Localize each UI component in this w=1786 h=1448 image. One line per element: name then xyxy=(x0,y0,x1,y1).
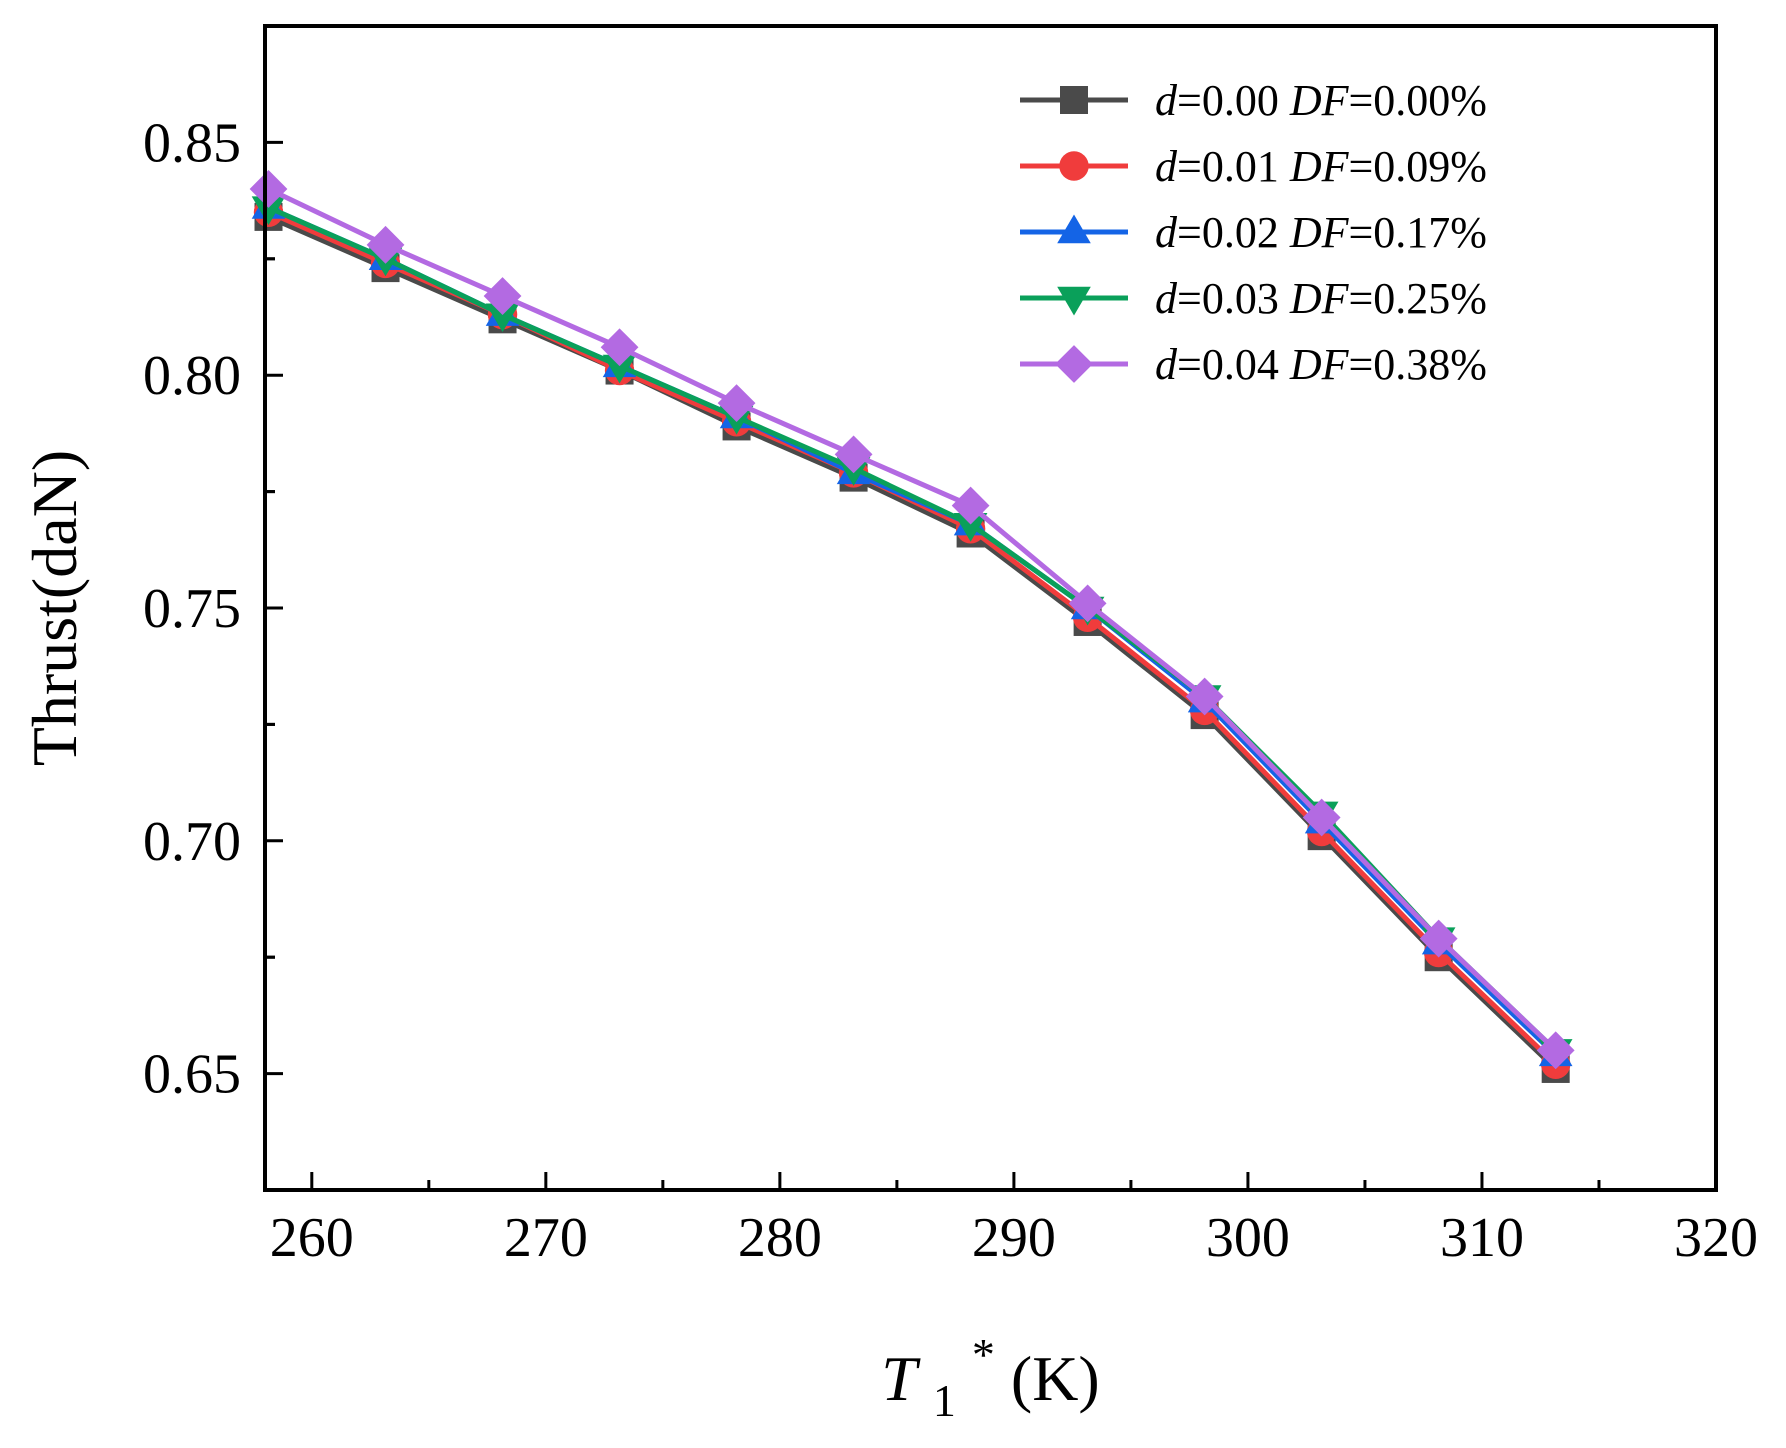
legend-label-part-d_var: d xyxy=(1155,142,1178,191)
x-tick-label: 260 xyxy=(270,1207,354,1269)
legend-label-part-df_val: =0.25% xyxy=(1348,274,1486,323)
data-point-s4-p2 xyxy=(483,277,522,315)
data-point-s3-p0 xyxy=(251,196,286,226)
legend-label-part-df_var: DF xyxy=(1289,208,1350,257)
x-axis-superscript: * xyxy=(972,1329,995,1380)
legend-item-0: d=0.00 DF=0.00% xyxy=(1020,76,1487,125)
data-point-s4-p7 xyxy=(1068,584,1107,623)
data-point-s4-p8 xyxy=(1185,677,1224,716)
data-point-s4-p6 xyxy=(951,486,990,525)
series-line-3 xyxy=(267,205,1558,1053)
series-line-0 xyxy=(267,214,1558,1071)
legend-label-part-df_var: DF xyxy=(1289,274,1350,323)
legend-label-4: d=0.04 DF=0.38% xyxy=(1155,340,1487,389)
y-tick-label: 0.85 xyxy=(143,112,241,174)
x-tick-label: 270 xyxy=(504,1207,588,1269)
legend-item-2: d=0.02 DF=0.17% xyxy=(1020,208,1487,257)
legend-label-0: d=0.00 DF=0.00% xyxy=(1155,76,1487,125)
legend-label-part-df_val: =0.00% xyxy=(1348,76,1486,125)
legend-label-part-d_var: d xyxy=(1155,340,1178,389)
legend-label-part-d_var: d xyxy=(1155,76,1178,125)
legend: d=0.00 DF=0.00%d=0.01 DF=0.09%d=0.02 DF=… xyxy=(1020,76,1487,389)
y-tick-label: 0.80 xyxy=(143,345,241,407)
y-axis-title: Thrust(daN) xyxy=(19,450,90,766)
data-point-s4-p3 xyxy=(600,328,639,367)
data-point-s4-p4 xyxy=(717,384,756,423)
legend-label-3: d=0.03 DF=0.25% xyxy=(1155,274,1487,323)
x-tick-label: 290 xyxy=(972,1207,1056,1269)
x-tick-label: 310 xyxy=(1440,1207,1524,1269)
y-tick-label: 0.70 xyxy=(143,811,241,873)
legend-item-4: d=0.04 DF=0.38% xyxy=(1020,340,1487,389)
legend-marker-4 xyxy=(1055,345,1093,383)
data-point-s3-p3 xyxy=(602,354,637,384)
data-point-s4-p0 xyxy=(249,170,288,208)
x-axis-unit: (K) xyxy=(1011,1343,1100,1414)
x-axis-title: T 1 * (K) xyxy=(881,1313,1099,1430)
plot-area xyxy=(249,170,1575,1083)
series-4 xyxy=(249,170,1575,1070)
legend-label-part-d_val: =0.00 xyxy=(1177,76,1290,125)
legend-label-part-d_val: =0.02 xyxy=(1177,208,1290,257)
axes-ticks: 260 270 280 290 300 310 320 0.65 0.70 0.75 0.80 0.8… xyxy=(143,112,1758,1269)
data-point-s4-p1 xyxy=(366,225,405,264)
legend-item-1: d=0.01 DF=0.09% xyxy=(1020,142,1487,191)
legend-item-3: d=0.03 DF=0.25% xyxy=(1020,274,1487,323)
x-tick-label: 320 xyxy=(1674,1207,1758,1269)
legend-label-1: d=0.01 DF=0.09% xyxy=(1155,142,1487,191)
y-tick-label: 0.65 xyxy=(143,1044,241,1106)
legend-label-part-df_val: =0.09% xyxy=(1348,142,1486,191)
legend-marker-3 xyxy=(1057,286,1091,316)
data-point-s3-p2 xyxy=(485,303,520,333)
legend-label-part-d_var: d xyxy=(1155,208,1178,257)
data-point-s3-p6 xyxy=(953,512,988,542)
legend-marker-2 xyxy=(1057,214,1091,244)
data-point-s4-p9 xyxy=(1302,798,1341,837)
legend-label-part-df_val: =0.17% xyxy=(1348,208,1486,257)
legend-label-2: d=0.02 DF=0.17% xyxy=(1155,208,1487,257)
legend-marker-1 xyxy=(1059,151,1089,181)
legend-label-part-d_var: d xyxy=(1155,274,1178,323)
legend-label-part-d_val: =0.04 xyxy=(1177,340,1290,389)
legend-label-part-d_val: =0.03 xyxy=(1177,274,1290,323)
x-tick-label: 300 xyxy=(1206,1207,1290,1269)
x-axis-symbol: T xyxy=(881,1343,921,1414)
series-line-4 xyxy=(267,186,1558,1053)
legend-label-part-df_val: =0.38% xyxy=(1348,340,1486,389)
data-point-s4-p10 xyxy=(1419,919,1458,958)
data-point-s4-p11 xyxy=(1536,1031,1575,1070)
x-axis-subscript: 1 xyxy=(933,1375,956,1426)
legend-label-part-df_var: DF xyxy=(1289,76,1350,125)
y-tick-label: 0.75 xyxy=(143,578,241,640)
x-tick-label: 280 xyxy=(738,1207,822,1269)
legend-marker-0 xyxy=(1060,86,1088,114)
legend-label-part-df_var: DF xyxy=(1289,142,1350,191)
data-point-s4-p5 xyxy=(834,435,873,474)
legend-label-part-d_val: =0.01 xyxy=(1177,142,1290,191)
legend-label-part-df_var: DF xyxy=(1289,340,1350,389)
